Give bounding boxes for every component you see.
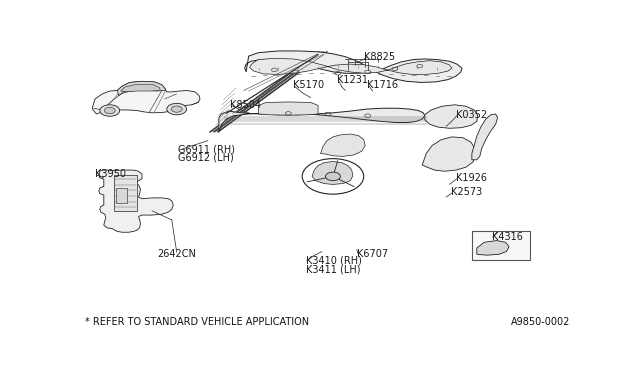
Text: * REFER TO STANDARD VEHICLE APPLICATION: * REFER TO STANDARD VEHICLE APPLICATION (85, 317, 309, 327)
Polygon shape (99, 170, 173, 232)
Polygon shape (259, 102, 318, 115)
Text: K8504: K8504 (230, 100, 261, 110)
Text: K6707: K6707 (356, 249, 388, 259)
Polygon shape (312, 161, 353, 185)
Polygon shape (92, 81, 200, 114)
Text: K4316: K4316 (492, 231, 522, 241)
Polygon shape (477, 241, 509, 255)
Polygon shape (250, 58, 452, 74)
Text: K5170: K5170 (293, 80, 324, 90)
Text: K0352: K0352 (456, 110, 487, 120)
Text: G6911 (RH): G6911 (RH) (178, 144, 236, 154)
Polygon shape (425, 105, 478, 128)
Polygon shape (121, 84, 161, 92)
Polygon shape (114, 175, 137, 211)
Circle shape (100, 105, 120, 116)
Text: A9850-0002: A9850-0002 (511, 317, 570, 327)
Text: K8825: K8825 (364, 52, 395, 62)
Text: 2642CN: 2642CN (157, 249, 196, 259)
Circle shape (167, 103, 187, 115)
Text: K2573: K2573 (451, 187, 483, 197)
Text: K1716: K1716 (367, 80, 397, 90)
FancyBboxPatch shape (472, 231, 531, 260)
Polygon shape (472, 114, 498, 160)
Circle shape (104, 108, 115, 114)
Text: K3411 (LH): K3411 (LH) (306, 264, 360, 275)
Text: K1231: K1231 (337, 76, 368, 86)
Polygon shape (116, 189, 127, 203)
Text: K3950: K3950 (95, 169, 126, 179)
Text: K3410 (RH): K3410 (RH) (306, 255, 362, 265)
Text: K1926: K1926 (456, 173, 487, 183)
Polygon shape (117, 81, 165, 96)
Polygon shape (219, 108, 425, 132)
Polygon shape (244, 51, 462, 83)
Circle shape (172, 106, 182, 112)
Polygon shape (422, 137, 476, 171)
Text: G6912 (LH): G6912 (LH) (178, 153, 234, 163)
Polygon shape (321, 134, 365, 156)
Circle shape (326, 172, 340, 181)
